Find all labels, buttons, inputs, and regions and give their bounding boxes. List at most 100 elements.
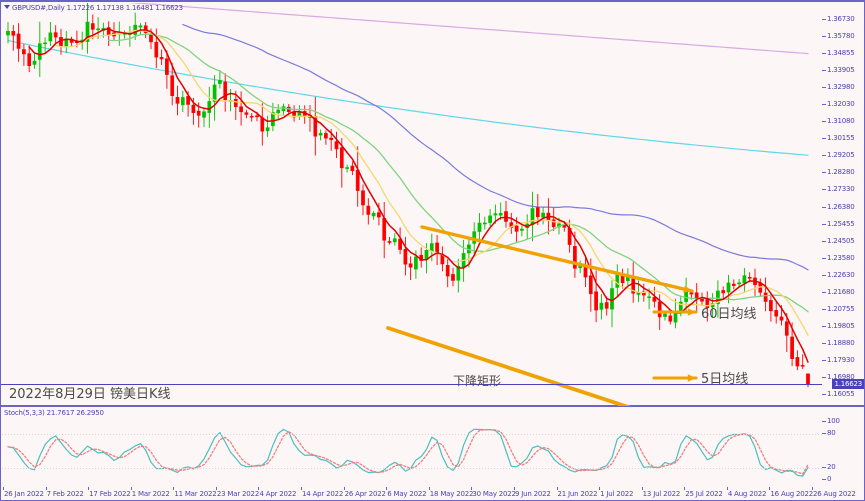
date-axis-tick (258, 487, 260, 490)
candle-body (451, 274, 455, 281)
price-axis-tick (822, 223, 826, 225)
date-axis-tick (726, 487, 728, 490)
stochastic-axis: 100 80 20 0 (822, 407, 864, 500)
candle-body (334, 141, 339, 150)
date-axis-tick (769, 487, 771, 490)
ma60-label: 60日均线 (701, 307, 757, 322)
stochastic-plot-area[interactable] (2, 408, 824, 486)
candle-body (90, 23, 95, 30)
stoch-axis-label: 0 (827, 475, 832, 483)
candle-body (138, 25, 143, 28)
date-axis-tick (513, 487, 515, 490)
price-axis-label: 1.24505 (827, 236, 855, 245)
date-axis-label: 26 Apr 2022 (344, 490, 386, 498)
current-price-tag: 1.16623 (832, 378, 864, 389)
candle-body (53, 32, 58, 38)
candle-body (276, 109, 281, 113)
candle-body (16, 33, 21, 49)
price-plot-area[interactable] (2, 3, 824, 406)
candle-body (202, 111, 206, 118)
price-axis-tick (822, 155, 826, 157)
stoch-axis-label: 80 (827, 428, 836, 437)
price-axis-tick (822, 189, 826, 191)
candle-body (165, 58, 169, 75)
date-axis-label: 30 May 2022 (472, 490, 516, 498)
candle-body (599, 302, 604, 310)
candle-body (763, 292, 768, 302)
candle-body (43, 42, 47, 45)
candle-body (790, 336, 794, 359)
candle-body (657, 301, 662, 318)
price-axis-tick (822, 172, 826, 174)
date-axis-label: 11 Mar 2022 (174, 490, 217, 498)
candle-body (37, 43, 42, 60)
candle-body (207, 101, 212, 113)
date-axis-tick (684, 487, 686, 490)
ma20-line (108, 33, 809, 313)
date-axis-tick (428, 487, 430, 490)
stoch-axis-tick (822, 432, 826, 434)
candle-body (96, 28, 100, 31)
candle-body (774, 310, 779, 317)
candle-body (504, 211, 508, 222)
candle-body (604, 302, 609, 309)
candle-body (154, 41, 159, 58)
caption-date-label: 2022年8月29日 镑美日K线 (9, 387, 171, 402)
candle-body (684, 290, 688, 302)
price-axis-tick (822, 87, 826, 89)
stoch-axis-tick (822, 421, 826, 422)
candle-body (498, 212, 503, 216)
candle-body (784, 321, 789, 336)
candle-body (355, 169, 360, 191)
stoch-level-line (2, 433, 824, 435)
price-axis-tick (822, 53, 826, 54)
candle-body (392, 238, 397, 243)
price-axis-label: 1.29205 (827, 151, 855, 160)
candle-body (196, 110, 201, 116)
stochastic-title: Stoch(5,3,3) 21.7617 26.2950 (4, 409, 104, 417)
collapse-caret-icon[interactable] (4, 5, 10, 9)
candle-body (366, 205, 371, 215)
date-axis-label: 4 Apr 2022 (259, 490, 297, 498)
date-axis-label: 17 Feb 2022 (89, 490, 131, 498)
price-axis-tick (822, 308, 826, 310)
candle-body (721, 290, 726, 294)
candle-body (32, 60, 37, 65)
candle-body (233, 98, 238, 107)
ma10-line (55, 29, 809, 336)
price-axis-tick (822, 206, 826, 208)
candle-body (350, 165, 355, 172)
price-axis-label: 1.36730 (827, 15, 855, 23)
candle-body (551, 219, 556, 228)
date-axis-tick (173, 487, 175, 490)
ma5-label: 5日均线 (701, 372, 749, 387)
candle-body (170, 75, 175, 96)
candle-body (769, 300, 773, 312)
candle-body (191, 104, 196, 113)
candle-body (265, 127, 270, 132)
candle-body (716, 290, 720, 305)
price-axis-tick (822, 121, 826, 123)
candle-body (149, 33, 153, 43)
date-axis-tick (641, 487, 643, 490)
date-axis-label: 18 May 2022 (429, 490, 474, 498)
ma120-line (7, 39, 809, 156)
candle-body (636, 292, 641, 295)
candle-body (795, 357, 800, 367)
candle-body (271, 112, 275, 127)
symbol-quote-text: GBPUSD#,Daily 1.17226 1.17138 1.16481 1.… (12, 4, 183, 12)
candle-body (377, 212, 381, 218)
price-axis-label: 1.25455 (827, 219, 855, 228)
price-axis-label: 1.34855 (827, 49, 855, 57)
price-axis-label: 1.16980 (827, 373, 855, 382)
stoch-axis-label: 100 (827, 417, 840, 425)
price-axis-label: 1.18880 (827, 338, 855, 347)
symbol-title-bar[interactable]: GBPUSD#,Daily 1.17226 1.17138 1.16481 1.… (4, 4, 183, 12)
date-axis-label: 14 Apr 2022 (302, 490, 344, 498)
candle-body (435, 242, 439, 254)
price-axis-label: 1.19805 (827, 321, 855, 330)
candle-body (742, 275, 747, 284)
stoch-axis-label: 20 (827, 463, 836, 472)
candle-body (339, 147, 344, 169)
